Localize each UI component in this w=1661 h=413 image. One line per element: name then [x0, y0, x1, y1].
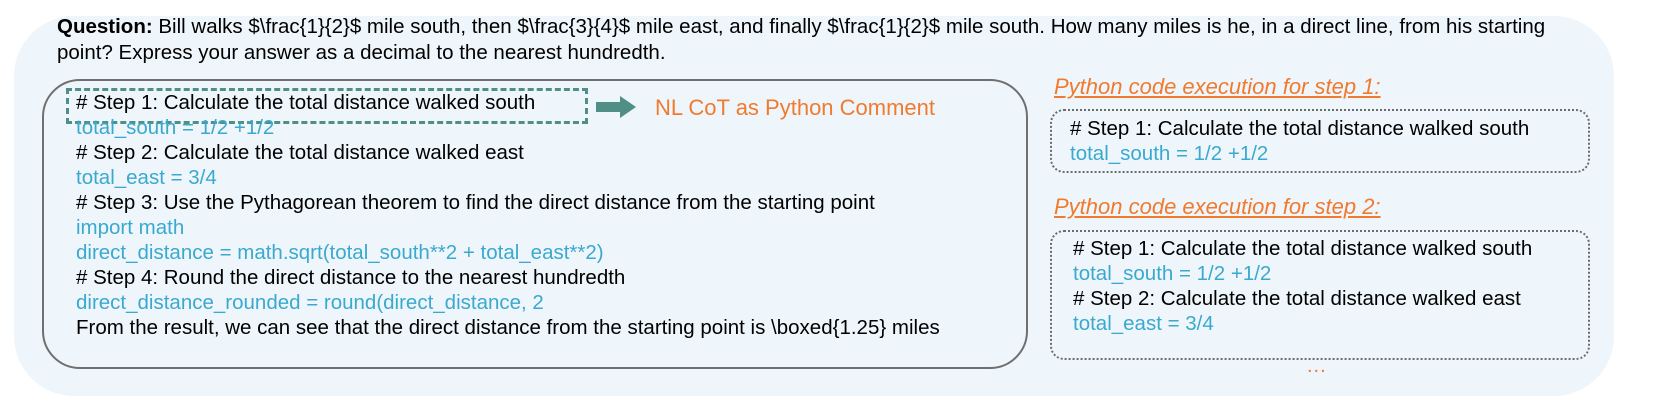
main-line-step1-code: total_south = 1/2 +1/2: [76, 116, 275, 139]
exec1-line-code: total_south = 1/2 +1/2: [1070, 142, 1269, 165]
question-text: Question: Bill walks $\frac{1}{2}$ mile …: [57, 14, 1597, 66]
main-line-rounded: direct_distance_rounded = round(direct_d…: [76, 291, 544, 314]
cot-code-box: [42, 79, 1028, 369]
exec2-line-step1-comment: # Step 1: Calculate the total distance w…: [1073, 237, 1533, 260]
exec2-line-step2-code: total_east = 3/4: [1073, 312, 1214, 335]
exec1-line-comment: # Step 1: Calculate the total distance w…: [1070, 117, 1530, 140]
right-arrow-icon: [596, 96, 636, 118]
main-line-step3-comment: # Step 3: Use the Pythagorean theorem to…: [76, 191, 875, 214]
main-line-step1-comment: # Step 1: Calculate the total distance w…: [76, 91, 536, 114]
continuation-ellipsis: ...: [1307, 355, 1327, 377]
exec2-title: Python code execution for step 2:: [1054, 194, 1381, 219]
exec2-box: [1050, 230, 1590, 360]
main-line-step2-code: total_east = 3/4: [76, 166, 217, 189]
exec1-title: Python code execution for step 1:: [1054, 74, 1381, 99]
main-line-step2-comment: # Step 2: Calculate the total distance w…: [76, 141, 524, 164]
main-line-direct-distance: direct_distance = math.sqrt(total_south*…: [76, 241, 604, 264]
exec2-line-step2-comment: # Step 2: Calculate the total distance w…: [1073, 287, 1521, 310]
question-body: Bill walks $\frac{1}{2}$ mile south, the…: [57, 15, 1546, 64]
exec2-line-step1-code: total_south = 1/2 +1/2: [1073, 262, 1272, 285]
cot-annotation-label: NL CoT as Python Comment: [655, 95, 936, 120]
exec1-box: [1050, 109, 1590, 173]
main-line-import: import math: [76, 216, 185, 239]
question-label: Question:: [57, 15, 153, 38]
main-line-result: From the result, we can see that the dir…: [76, 316, 940, 339]
main-line-step4-comment: # Step 4: Round the direct distance to t…: [76, 266, 626, 289]
highlighted-comment-box: [66, 88, 588, 124]
